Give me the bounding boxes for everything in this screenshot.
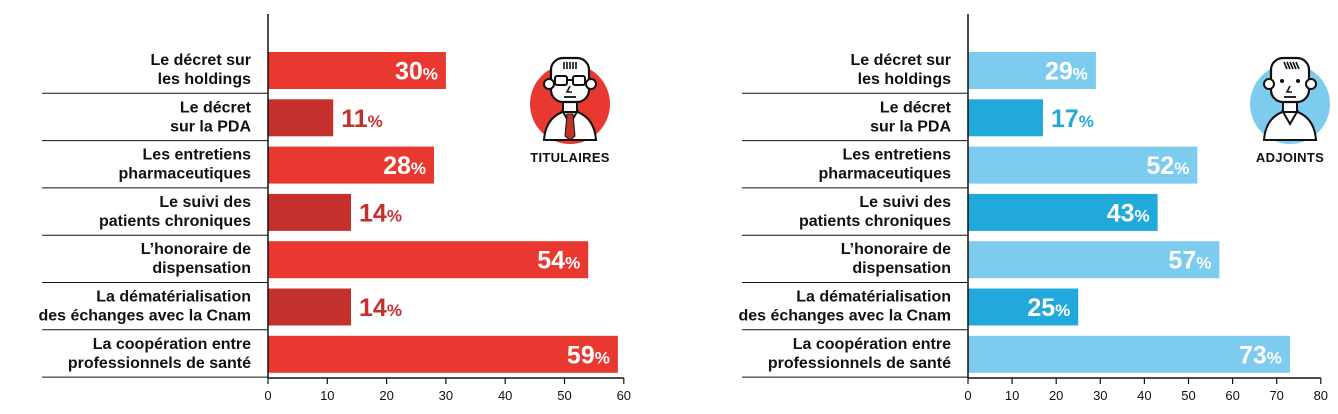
value-label: 17% bbox=[1051, 105, 1094, 133]
category-label: La dématérialisation bbox=[796, 289, 951, 306]
category-label: La dématérialisation bbox=[96, 289, 251, 306]
value-label: 57% bbox=[1168, 247, 1211, 275]
category-label: Le suivi des bbox=[859, 194, 951, 211]
value-label: 11% bbox=[341, 105, 383, 133]
category-label: dispensation bbox=[152, 260, 251, 277]
value-label: 54% bbox=[537, 247, 580, 275]
category-label: patients chroniques bbox=[799, 213, 951, 230]
category-label: pharmaceutiques bbox=[119, 166, 252, 183]
value-label: 29% bbox=[1045, 58, 1088, 86]
value-label: 52% bbox=[1146, 152, 1189, 180]
value-label: 28% bbox=[383, 152, 426, 180]
x-tick-label: 50 bbox=[1181, 388, 1195, 403]
category-label: professionnels de santé bbox=[768, 355, 951, 372]
category-label: Les entretiens bbox=[843, 147, 952, 164]
category-label: des échanges avec la Cnam bbox=[738, 308, 951, 325]
bar bbox=[968, 288, 1079, 326]
value-label: 30% bbox=[395, 58, 438, 86]
x-tick-label: 70 bbox=[1269, 388, 1283, 403]
category-label: L’honoraire de bbox=[841, 241, 951, 258]
category-label: Le suivi des bbox=[159, 194, 251, 211]
category-label: La coopération entre bbox=[93, 336, 251, 353]
group-badge-label: ADJOINTS bbox=[1256, 150, 1324, 165]
x-tick-label: 60 bbox=[1225, 388, 1239, 403]
value-label: 14% bbox=[359, 199, 402, 227]
value-label: 73% bbox=[1239, 341, 1282, 369]
category-label: professionnels de santé bbox=[68, 355, 251, 372]
bar bbox=[268, 335, 618, 373]
category-label: sur la PDA bbox=[170, 118, 251, 135]
category-label: patients chroniques bbox=[99, 213, 251, 230]
chart-titulaires: Le décret sur les holdings 30% Le décret sur… bbox=[38, 14, 631, 403]
x-tick-label: 20 bbox=[1049, 388, 1063, 403]
x-tick-label: 30 bbox=[439, 388, 453, 403]
category-label: les holdings bbox=[858, 71, 951, 88]
chart-adjoints: Le décret sur les holdings 29% Le décret sur… bbox=[738, 14, 1328, 403]
value-label: 25% bbox=[1027, 294, 1070, 322]
x-tick-label: 20 bbox=[379, 388, 393, 403]
category-label: pharmaceutiques bbox=[819, 166, 952, 183]
x-tick-label: 0 bbox=[964, 388, 971, 403]
value-label: 43% bbox=[1107, 199, 1150, 227]
category-label: L’honoraire de bbox=[141, 241, 251, 258]
x-tick-label: 10 bbox=[320, 388, 334, 403]
x-tick-label: 40 bbox=[1137, 388, 1151, 403]
x-tick-label: 50 bbox=[557, 388, 571, 403]
category-label: Les entretiens bbox=[143, 147, 252, 164]
bar bbox=[968, 99, 1043, 137]
category-label: Le décret bbox=[180, 99, 252, 116]
bar bbox=[268, 288, 352, 326]
category-label: Le décret sur bbox=[151, 52, 251, 69]
bar bbox=[968, 241, 1220, 279]
x-tick-label: 30 bbox=[1093, 388, 1107, 403]
bar bbox=[968, 193, 1158, 231]
category-label: les holdings bbox=[158, 71, 251, 88]
value-label: 14% bbox=[359, 294, 402, 322]
pharmacist-adjoint-icon bbox=[1250, 56, 1330, 144]
bar bbox=[968, 52, 1096, 89]
bar bbox=[968, 335, 1290, 373]
value-label: 59% bbox=[567, 341, 610, 369]
x-tick-label: 60 bbox=[617, 388, 631, 403]
category-label: sur la PDA bbox=[870, 118, 951, 135]
bar bbox=[268, 241, 589, 279]
bar bbox=[968, 146, 1198, 184]
bar bbox=[268, 193, 352, 231]
pharmacist-titulaire-icon bbox=[530, 56, 610, 144]
group-badge-label: TITULAIRES bbox=[530, 150, 610, 165]
bar bbox=[268, 146, 435, 184]
category-label: Le décret bbox=[880, 99, 952, 116]
x-tick-label: 0 bbox=[264, 388, 271, 403]
x-tick-label: 80 bbox=[1314, 388, 1328, 403]
category-label: Le décret sur bbox=[851, 52, 951, 69]
bar bbox=[268, 52, 446, 89]
category-label: des échanges avec la Cnam bbox=[38, 308, 251, 325]
bar bbox=[268, 99, 334, 137]
category-label: La coopération entre bbox=[793, 336, 951, 353]
x-tick-label: 40 bbox=[498, 388, 512, 403]
category-label: dispensation bbox=[852, 260, 951, 277]
x-tick-label: 10 bbox=[1005, 388, 1019, 403]
